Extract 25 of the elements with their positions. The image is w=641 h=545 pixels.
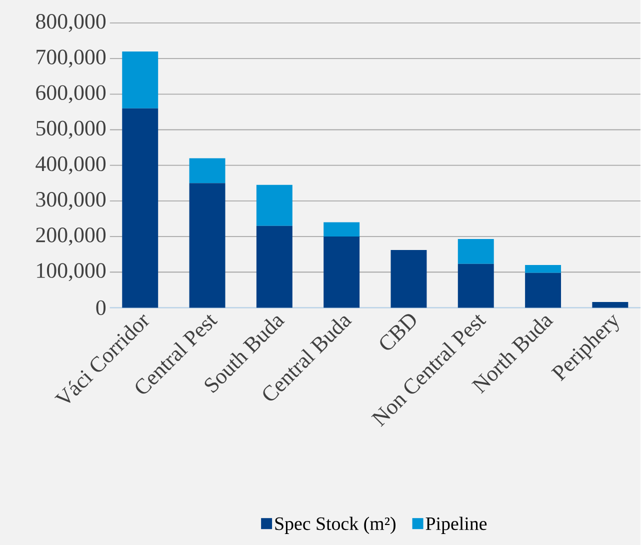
bar — [390, 250, 427, 308]
bar — [525, 264, 562, 273]
y-tick-label: 800,000 — [36, 14, 106, 32]
bar — [324, 236, 360, 308]
y-tick-label: 600,000 — [36, 84, 106, 103]
bar — [525, 272, 562, 308]
bar — [256, 184, 292, 226]
bar — [324, 222, 360, 236]
y-tick-label: 400,000 — [36, 156, 106, 174]
y-tick-label: 0 — [96, 300, 106, 315]
bar — [189, 158, 226, 183]
bar — [189, 182, 226, 308]
y-tick-label: 100,000 — [37, 262, 106, 281]
bar — [458, 238, 494, 264]
legend-label: Pipeline — [426, 516, 487, 534]
y-tick-label: 200,000 — [36, 227, 106, 246]
y-tick-label: 500,000 — [36, 120, 106, 138]
bar — [122, 108, 158, 308]
y-tick-label: 700,000 — [36, 49, 106, 68]
bar — [122, 51, 158, 108]
bar — [592, 302, 628, 308]
bar — [256, 226, 292, 308]
bar — [458, 264, 494, 308]
legend-label: Spec Stock (m²) — [275, 516, 396, 534]
y-tick-label: 300,000 — [36, 192, 106, 210]
